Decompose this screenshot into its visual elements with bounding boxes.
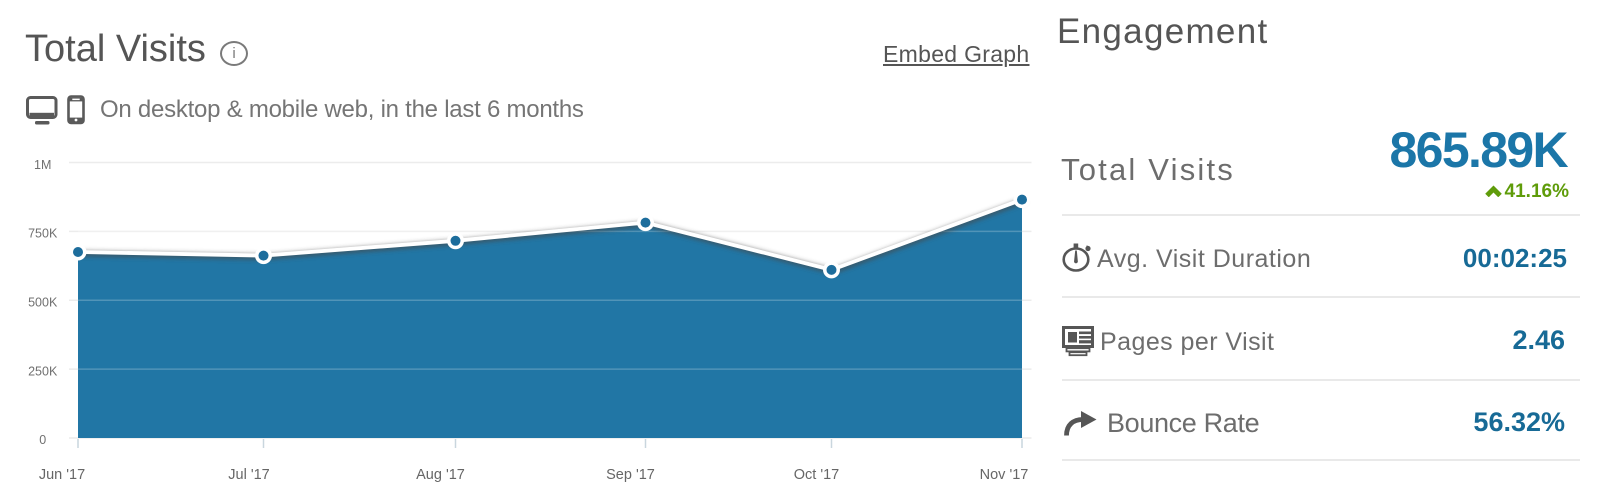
svg-text:500K: 500K bbox=[28, 296, 58, 310]
svg-text:750K: 750K bbox=[28, 227, 58, 241]
svg-text:0: 0 bbox=[39, 433, 46, 447]
svg-text:Jul '17: Jul '17 bbox=[228, 467, 269, 483]
svg-text:1M: 1M bbox=[34, 158, 51, 172]
svg-text:Jun '17: Jun '17 bbox=[39, 467, 85, 483]
svg-text:Aug '17: Aug '17 bbox=[416, 467, 465, 483]
svg-text:Sep '17: Sep '17 bbox=[606, 467, 655, 483]
svg-text:250K: 250K bbox=[28, 364, 58, 378]
svg-text:Nov '17: Nov '17 bbox=[980, 467, 1029, 483]
svg-text:Oct '17: Oct '17 bbox=[794, 467, 839, 483]
